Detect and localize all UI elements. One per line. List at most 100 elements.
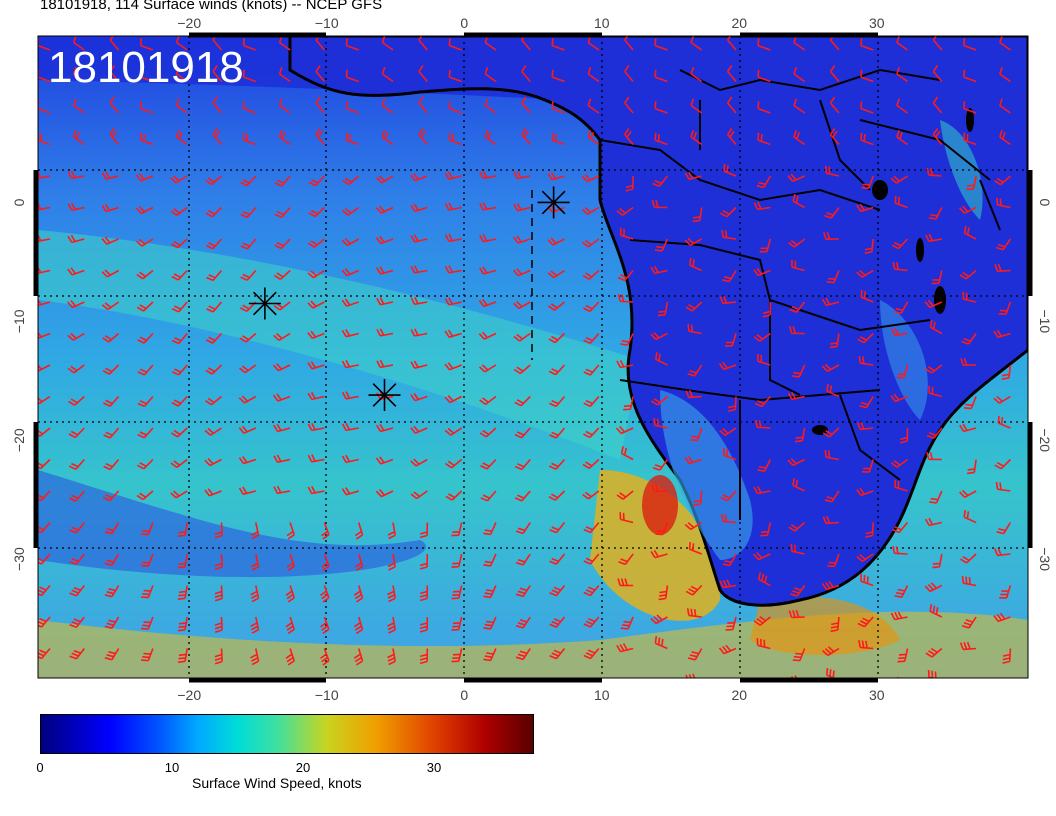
wind-barb [238, 395, 257, 404]
wind-barb [341, 238, 360, 247]
wind-barb [341, 298, 359, 307]
wind-barb [242, 69, 257, 83]
wind-barb [444, 427, 463, 436]
wind-barb [657, 301, 669, 317]
wind-barb [177, 553, 188, 569]
wind-barb [963, 101, 977, 114]
wind-barb [242, 38, 257, 51]
wind-barb [171, 332, 188, 345]
colorbar-tick-10: 10 [164, 760, 180, 775]
wind-barb [38, 171, 51, 180]
wind-barb [896, 98, 908, 114]
wind-barb [103, 458, 120, 471]
wind-barb [451, 585, 463, 600]
wind-barb [654, 351, 668, 366]
wind-barb [381, 98, 394, 114]
wind-barb [315, 96, 326, 114]
wind-barb [685, 390, 702, 399]
wind-barb [444, 233, 462, 243]
wind-barb [483, 648, 497, 662]
wind-barb [993, 612, 1011, 623]
wind-barb [551, 132, 565, 146]
wind-barb [860, 38, 874, 51]
wind-barb [67, 300, 85, 309]
wind-barb [896, 66, 908, 83]
wind-barb [376, 359, 394, 369]
highland-winds-east [940, 120, 983, 220]
wind-barb [862, 459, 874, 473]
wind-barb [353, 648, 364, 666]
chart-title: 18101918, 114 Surface winds (knots) -- N… [40, 0, 383, 13]
wind-barb [321, 522, 330, 540]
wind-barb [278, 98, 291, 114]
wind-barb [995, 481, 1011, 492]
wind-barb [653, 417, 668, 429]
wind-barb [250, 648, 260, 666]
lat-label-right: −10 [1037, 309, 1053, 333]
wind-barb [689, 257, 703, 272]
wind-barb [719, 427, 737, 436]
wind-barb [214, 585, 223, 602]
wind-barb [444, 395, 462, 404]
wind-barb [722, 553, 737, 567]
wind-barb [170, 458, 188, 469]
wind-barb [109, 36, 120, 51]
lon-label-top: −20 [177, 15, 201, 31]
wind-barb [204, 458, 222, 467]
wind-barb [521, 128, 531, 146]
wind-barb [354, 522, 364, 540]
wind-barb [345, 132, 359, 146]
wind-barb [924, 517, 942, 527]
wind-barb [549, 521, 566, 534]
wind-barb [650, 549, 668, 559]
wind-barb [242, 132, 257, 146]
wind-barb [856, 203, 874, 213]
wind-barb [547, 269, 565, 279]
wind-barb [829, 333, 840, 349]
wind-barb [865, 522, 874, 538]
wind-barb [548, 490, 566, 501]
wind-barb [483, 522, 497, 536]
wind-barb [214, 648, 223, 665]
wind-barb [345, 101, 359, 114]
wind-barb [690, 129, 703, 146]
wind-barb [654, 69, 668, 83]
wind-barb [927, 669, 937, 678]
asterisk-marker [248, 287, 281, 320]
wind-barb [69, 616, 85, 629]
wind-barb [754, 420, 771, 429]
wind-barb [625, 175, 634, 192]
wind-barb [684, 521, 703, 531]
wind-barb [994, 263, 1011, 272]
wind-barb [549, 553, 566, 565]
wind-barb [67, 202, 85, 211]
wind-barb [103, 427, 120, 439]
wind-barb [616, 490, 634, 500]
wind-barb [104, 522, 120, 535]
wind-barb [273, 269, 291, 280]
wind-barb [757, 38, 771, 51]
wind-barb [478, 298, 497, 308]
wind-barb [929, 490, 943, 504]
wind-barb [620, 333, 634, 346]
wind-barb [354, 680, 362, 696]
colorbar-label: Surface Wind Speed, knots [192, 775, 362, 791]
wind-barb [859, 396, 874, 409]
wind-barb [410, 173, 428, 182]
wind-barb [685, 301, 703, 312]
wind-barb [894, 195, 908, 209]
wind-barb [718, 644, 737, 655]
wind-barb [278, 129, 291, 146]
wind-barb [757, 459, 772, 472]
wind-barb [69, 553, 85, 566]
wind-barb [827, 553, 840, 568]
graticule [38, 36, 1028, 678]
wind-barb [959, 423, 977, 433]
wind-barb [787, 457, 805, 467]
wind-barb [205, 332, 223, 344]
wind-barb [170, 206, 188, 216]
wind-barb [451, 522, 463, 537]
wind-max-core [642, 475, 678, 535]
wind-barb [521, 96, 531, 114]
wind-barb [320, 616, 330, 635]
